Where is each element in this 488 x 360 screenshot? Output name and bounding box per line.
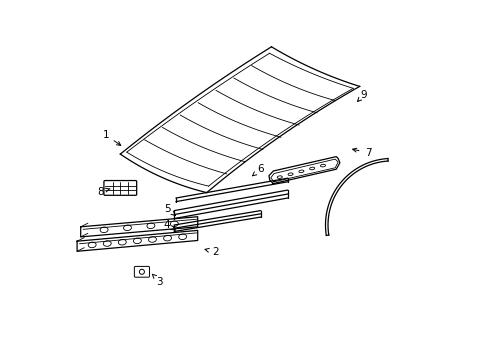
- Text: 7: 7: [365, 148, 371, 158]
- Text: 6: 6: [257, 164, 264, 174]
- Text: 4: 4: [163, 220, 170, 230]
- Text: 3: 3: [156, 276, 163, 287]
- Text: 1: 1: [102, 130, 109, 140]
- Text: 5: 5: [163, 204, 170, 214]
- Text: 9: 9: [359, 90, 366, 100]
- Text: 8: 8: [97, 186, 103, 197]
- Text: 2: 2: [212, 247, 219, 257]
